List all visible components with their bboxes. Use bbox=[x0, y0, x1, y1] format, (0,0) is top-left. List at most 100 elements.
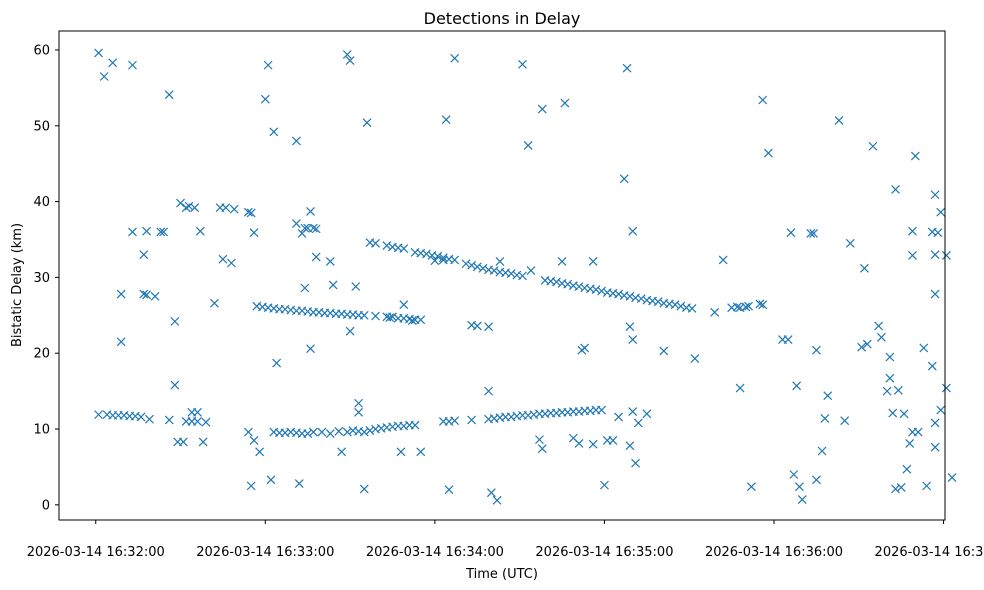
data-point bbox=[628, 226, 638, 236]
data-point bbox=[193, 407, 202, 417]
data-point bbox=[891, 484, 900, 494]
data-point bbox=[941, 383, 951, 393]
data-point bbox=[930, 442, 940, 452]
data-point bbox=[600, 480, 609, 490]
data-point bbox=[823, 391, 833, 401]
data-point bbox=[139, 250, 149, 260]
data-point bbox=[492, 495, 502, 505]
data-point bbox=[930, 250, 940, 260]
data-point bbox=[337, 447, 347, 457]
data-point bbox=[653, 297, 663, 307]
data-point bbox=[359, 427, 369, 437]
data-point bbox=[416, 315, 426, 325]
data-point bbox=[755, 299, 765, 309]
data-point bbox=[778, 335, 787, 344]
data-point bbox=[297, 228, 307, 238]
data-point bbox=[210, 298, 219, 308]
data-point bbox=[136, 412, 146, 422]
data-point bbox=[574, 439, 584, 448]
data-point bbox=[444, 485, 454, 495]
data-point bbox=[809, 228, 819, 238]
data-point bbox=[450, 255, 460, 265]
data-point bbox=[433, 251, 443, 261]
data-point bbox=[868, 141, 878, 151]
x-tick-label: 2026-03-14 16:35:00 bbox=[535, 545, 673, 560]
data-point bbox=[563, 279, 573, 289]
data-point bbox=[591, 285, 601, 294]
y-tick-label: 20 bbox=[33, 347, 50, 362]
data-point bbox=[176, 198, 185, 208]
data-point bbox=[659, 346, 669, 356]
data-point bbox=[537, 444, 547, 454]
data-point bbox=[941, 250, 951, 260]
data-point bbox=[308, 427, 318, 437]
data-point bbox=[317, 427, 327, 437]
data-point bbox=[249, 435, 259, 445]
data-point bbox=[927, 361, 937, 371]
data-point bbox=[908, 250, 917, 260]
data-point bbox=[263, 60, 273, 70]
data-point bbox=[862, 339, 872, 349]
data-point bbox=[840, 416, 850, 426]
data-point bbox=[642, 409, 652, 419]
data-point bbox=[128, 227, 137, 237]
data-point bbox=[306, 207, 315, 216]
data-point bbox=[622, 63, 632, 73]
data-point bbox=[164, 415, 174, 425]
data-point bbox=[518, 59, 527, 69]
data-point bbox=[269, 127, 279, 137]
data-point bbox=[345, 56, 355, 65]
data-point bbox=[893, 385, 903, 395]
data-point bbox=[300, 283, 310, 293]
data-point bbox=[325, 429, 335, 438]
y-tick-label: 0 bbox=[42, 498, 50, 513]
data-point bbox=[795, 482, 804, 492]
data-point bbox=[588, 439, 598, 449]
data-point bbox=[899, 409, 909, 419]
data-point bbox=[478, 263, 488, 273]
data-point bbox=[243, 207, 253, 217]
data-point bbox=[300, 223, 310, 233]
data-point bbox=[291, 136, 301, 146]
data-point bbox=[896, 482, 906, 492]
data-point bbox=[467, 260, 477, 270]
data-point bbox=[936, 405, 946, 415]
data-point bbox=[359, 310, 369, 320]
data-point bbox=[625, 441, 635, 451]
data-point bbox=[170, 380, 180, 390]
data-point bbox=[687, 304, 697, 313]
plot-area bbox=[59, 31, 945, 520]
data-point bbox=[908, 226, 917, 236]
x-tick-label: 2026-03-14 16:33:00 bbox=[196, 545, 334, 560]
data-point bbox=[399, 300, 409, 310]
data-point bbox=[416, 447, 426, 457]
data-point bbox=[334, 426, 344, 436]
data-point bbox=[597, 405, 607, 415]
data-point bbox=[430, 256, 440, 266]
data-point bbox=[266, 475, 276, 485]
data-point bbox=[902, 464, 912, 474]
x-tick-label: 2026-03-14 16:36:00 bbox=[705, 545, 843, 560]
data-point bbox=[178, 437, 188, 447]
data-point bbox=[885, 373, 895, 383]
data-point bbox=[744, 301, 754, 311]
data-point bbox=[551, 277, 561, 287]
data-point bbox=[537, 104, 547, 114]
data-point bbox=[410, 420, 420, 430]
data-point bbox=[486, 488, 496, 498]
data-point bbox=[156, 227, 166, 237]
data-point bbox=[860, 263, 869, 273]
data-point bbox=[746, 482, 756, 492]
data-point bbox=[184, 201, 194, 211]
data-point bbox=[930, 289, 940, 299]
x-tick-label: 2026-03-14 16:37:00 bbox=[875, 545, 984, 560]
data-point bbox=[407, 316, 417, 326]
data-point bbox=[272, 358, 282, 368]
data-point bbox=[311, 224, 321, 234]
data-point bbox=[506, 269, 516, 279]
data-point bbox=[523, 141, 533, 150]
data-point bbox=[670, 300, 680, 310]
data-point bbox=[438, 255, 448, 265]
data-point bbox=[718, 255, 728, 265]
